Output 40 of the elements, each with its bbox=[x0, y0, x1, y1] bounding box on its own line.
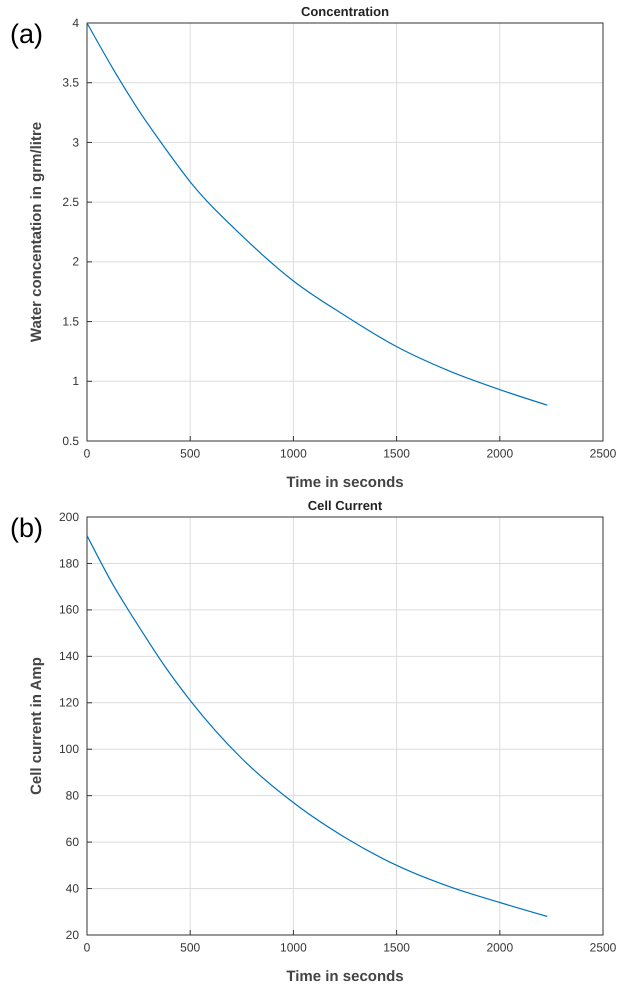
x-tick-label: 1000 bbox=[280, 446, 308, 461]
x-tick-label: 1500 bbox=[383, 940, 410, 955]
chart-title: Cell Current bbox=[308, 498, 383, 513]
y-tick-label: 160 bbox=[58, 602, 80, 617]
text: (a) bbox=[10, 19, 43, 49]
chart-title: Concentration bbox=[300, 4, 390, 19]
y-tick-label: 2.5 bbox=[62, 194, 80, 209]
x-tick-label: 2000 bbox=[486, 940, 514, 955]
x-tick-label: 0 bbox=[84, 940, 91, 955]
y-tick-label: 60 bbox=[66, 834, 80, 849]
x-tick-label: 500 bbox=[180, 446, 201, 461]
y-tick-label: 1.5 bbox=[62, 314, 80, 328]
y-tick-label: 120 bbox=[58, 696, 80, 710]
x-tick-label: 1000 bbox=[280, 940, 308, 955]
x-tick-label: 0 bbox=[84, 446, 91, 461]
y-tick-label: 80 bbox=[66, 788, 80, 803]
y-tick-label: 200 bbox=[58, 510, 80, 524]
y-tick-label: 3.5 bbox=[62, 76, 80, 90]
y-tick-label: 40 bbox=[66, 881, 80, 896]
y-tick-label: 2 bbox=[72, 254, 80, 269]
text: (b) bbox=[10, 513, 43, 543]
x-tick-label: 2000 bbox=[486, 446, 514, 461]
y-axis-title: Water concentation in grm/litre bbox=[28, 122, 45, 342]
x-tick-label: 2500 bbox=[590, 446, 617, 461]
x-tick-label: 2500 bbox=[590, 940, 617, 955]
y-tick-label: 3 bbox=[72, 135, 80, 150]
y-tick-label: 180 bbox=[58, 556, 80, 570]
x-tick-label: 1500 bbox=[383, 446, 410, 461]
y-tick-label: 4 bbox=[72, 16, 80, 30]
y-tick-label: 20 bbox=[66, 928, 80, 942]
line-series bbox=[86, 22, 548, 406]
x-tick-label: 500 bbox=[180, 940, 201, 955]
line-series bbox=[86, 534, 548, 918]
y-tick-label: 140 bbox=[58, 649, 80, 664]
y-tick-label: 1 bbox=[72, 374, 80, 388]
x-axis-title: Time in seconds bbox=[286, 474, 404, 491]
y-tick-label: 100 bbox=[58, 742, 80, 756]
x-axis-title: Time in seconds bbox=[286, 968, 404, 985]
y-tick-label: 0.5 bbox=[62, 434, 80, 448]
y-axis-title: Cell current in Amp bbox=[28, 657, 45, 795]
